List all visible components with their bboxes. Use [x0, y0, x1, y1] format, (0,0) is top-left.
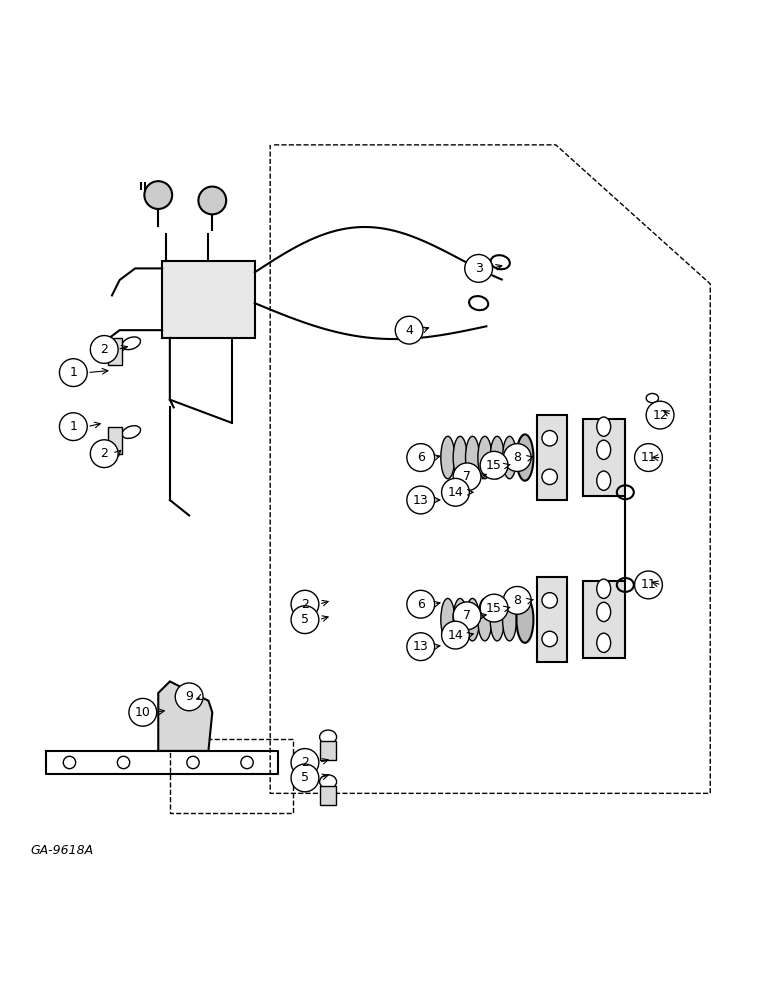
- Text: 1: 1: [69, 420, 77, 433]
- Text: 15: 15: [486, 459, 502, 472]
- Ellipse shape: [441, 436, 455, 479]
- Circle shape: [542, 631, 557, 647]
- Circle shape: [646, 401, 674, 429]
- Text: 8: 8: [513, 594, 521, 607]
- Text: 2: 2: [100, 447, 108, 460]
- Text: 7: 7: [463, 470, 471, 483]
- Text: 13: 13: [413, 640, 428, 653]
- Circle shape: [291, 764, 319, 792]
- Ellipse shape: [478, 598, 492, 641]
- Ellipse shape: [453, 436, 467, 479]
- Text: 14: 14: [448, 486, 463, 499]
- Circle shape: [291, 749, 319, 776]
- Text: 2: 2: [301, 598, 309, 611]
- Bar: [108, 427, 122, 454]
- Circle shape: [395, 316, 423, 344]
- Circle shape: [453, 602, 481, 630]
- Bar: [583, 581, 625, 658]
- Circle shape: [635, 571, 662, 599]
- Ellipse shape: [597, 633, 611, 652]
- Bar: [583, 419, 625, 496]
- Text: 1: 1: [69, 366, 77, 379]
- Ellipse shape: [516, 434, 533, 481]
- Text: 14: 14: [448, 629, 463, 642]
- Polygon shape: [158, 681, 212, 751]
- Text: 10: 10: [135, 706, 151, 719]
- Text: 5: 5: [301, 613, 309, 626]
- Circle shape: [90, 440, 118, 468]
- Circle shape: [635, 444, 662, 471]
- Text: 8: 8: [513, 451, 521, 464]
- Text: GA-9618A: GA-9618A: [31, 844, 94, 857]
- Text: 6: 6: [417, 598, 425, 611]
- Ellipse shape: [478, 436, 492, 479]
- Bar: [320, 741, 336, 760]
- Text: 11: 11: [641, 578, 656, 591]
- Text: 5: 5: [301, 771, 309, 784]
- Text: 2: 2: [301, 756, 309, 769]
- Ellipse shape: [597, 602, 611, 622]
- Ellipse shape: [503, 598, 516, 641]
- Circle shape: [407, 486, 435, 514]
- Circle shape: [407, 633, 435, 661]
- Circle shape: [59, 359, 87, 387]
- Text: 15: 15: [486, 602, 502, 615]
- Bar: [108, 338, 122, 365]
- Text: 13: 13: [413, 493, 428, 506]
- Ellipse shape: [453, 598, 467, 641]
- Circle shape: [503, 444, 531, 471]
- Circle shape: [442, 621, 469, 649]
- Ellipse shape: [441, 598, 455, 641]
- Circle shape: [453, 463, 481, 491]
- Text: 9: 9: [185, 690, 193, 703]
- Circle shape: [542, 431, 557, 446]
- Circle shape: [291, 606, 319, 634]
- Text: 4: 4: [405, 324, 413, 337]
- Bar: [162, 261, 255, 338]
- Ellipse shape: [466, 598, 479, 641]
- Circle shape: [175, 683, 203, 711]
- Text: II: II: [139, 182, 147, 192]
- Ellipse shape: [597, 417, 611, 436]
- Ellipse shape: [490, 598, 504, 641]
- Circle shape: [90, 336, 118, 363]
- Ellipse shape: [516, 596, 533, 643]
- Text: 11: 11: [641, 451, 656, 464]
- Text: 7: 7: [463, 609, 471, 622]
- Circle shape: [59, 413, 87, 441]
- Circle shape: [503, 586, 531, 614]
- Ellipse shape: [597, 471, 611, 490]
- Ellipse shape: [597, 440, 611, 459]
- Circle shape: [407, 590, 435, 618]
- Text: 3: 3: [475, 262, 482, 275]
- Circle shape: [542, 469, 557, 485]
- Ellipse shape: [490, 436, 504, 479]
- Ellipse shape: [466, 436, 479, 479]
- Circle shape: [198, 187, 226, 214]
- Ellipse shape: [503, 436, 516, 479]
- Bar: [320, 786, 336, 805]
- Circle shape: [542, 593, 557, 608]
- Text: I: I: [204, 188, 208, 198]
- Circle shape: [442, 478, 469, 506]
- Bar: [537, 577, 567, 662]
- Text: 6: 6: [417, 451, 425, 464]
- Text: 12: 12: [652, 409, 668, 422]
- Bar: [537, 415, 567, 500]
- Circle shape: [480, 451, 508, 479]
- Circle shape: [144, 181, 172, 209]
- Circle shape: [407, 444, 435, 471]
- Circle shape: [480, 594, 508, 622]
- Circle shape: [129, 698, 157, 726]
- Ellipse shape: [597, 579, 611, 598]
- Circle shape: [465, 255, 493, 282]
- Circle shape: [291, 590, 319, 618]
- Text: 2: 2: [100, 343, 108, 356]
